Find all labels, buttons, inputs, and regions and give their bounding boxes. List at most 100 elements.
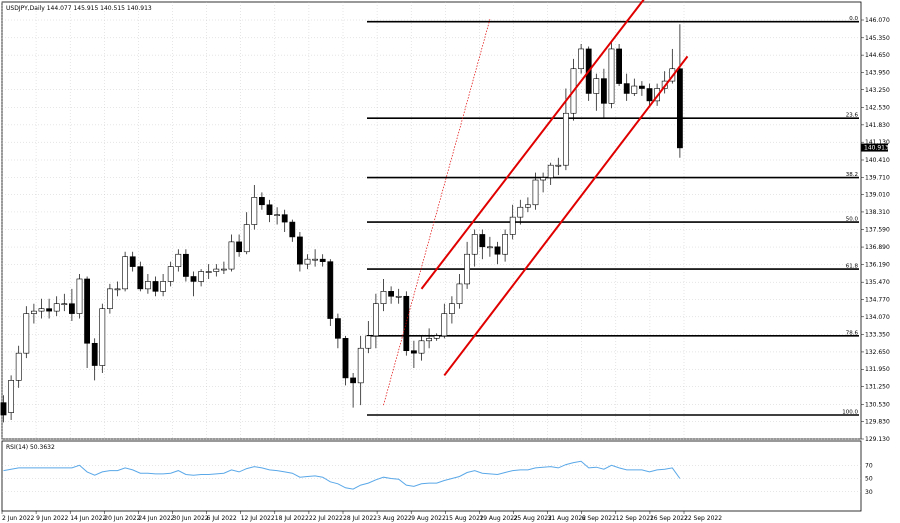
candle-up [517, 206, 524, 218]
candle-down [183, 253, 189, 277]
price-tick-label: 142.530 [865, 105, 890, 112]
candle-down [289, 221, 296, 238]
date-tick-label: 20 Jun 2022 [104, 515, 140, 522]
date-tick-label: 25 Aug 2022 [514, 515, 553, 522]
fibonacci-levels: 0.0 23.6 38.2 50.0 61.8 78.6 100.0 [367, 16, 859, 416]
candle-up [221, 268, 227, 271]
gridlines [1, 2, 861, 440]
current-price-box [861, 143, 888, 152]
price-axis: 146.070 145.350 144.650 143.950 143.250 142.5… [861, 17, 890, 443]
rsi-level-label: 30 [865, 489, 873, 496]
channel-line [420, 0, 645, 290]
rsi-line [3, 460, 681, 490]
candle-up [243, 224, 250, 253]
candle-up [555, 164, 562, 167]
date-tick-label: 2 Jun 2022 [2, 515, 34, 522]
candle-up [448, 303, 455, 314]
price-tick-label: 133.350 [865, 332, 890, 339]
date-tick-label: 12 Sep 2022 [616, 515, 654, 522]
candle-down [676, 68, 683, 149]
candle-up [205, 271, 212, 273]
candle-up [608, 48, 615, 104]
date-tick-label: 22 Sep 2022 [684, 515, 722, 522]
candle-up [99, 308, 106, 366]
rsi-indicator: 70 50 30 [2, 460, 873, 496]
date-tick-label: 16 Sep 2022 [650, 515, 688, 522]
candle-up [593, 78, 600, 94]
candle-down [638, 85, 645, 89]
price-tick-label: 129.830 [865, 419, 890, 426]
candle-down [0, 402, 7, 416]
candle-up [441, 313, 448, 337]
candle-up [38, 308, 45, 312]
candle-down [190, 276, 197, 282]
date-tick-label: 9 Jun 2022 [36, 515, 68, 522]
candle-up [509, 216, 516, 235]
candle-up [274, 214, 280, 216]
candle-up [426, 338, 432, 342]
date-tick-label: 28 Jul 2022 [343, 515, 377, 522]
candle-up [312, 258, 318, 261]
candle-up [30, 310, 37, 314]
candle-down [91, 342, 98, 366]
price-tick-label: 130.530 [865, 401, 890, 408]
candle-down [84, 278, 90, 344]
candle-up [395, 295, 402, 298]
candle-up [502, 234, 508, 255]
candle-down [600, 78, 607, 104]
candle-up [175, 253, 182, 267]
price-tick-label: 129.130 [865, 436, 890, 443]
chart-header: USDJPY,Daily 144.077 145.915 140.515 140… [6, 5, 152, 12]
candle-up [114, 288, 121, 291]
candle-up [486, 246, 493, 249]
price-tick-label: 141.830 [865, 122, 890, 129]
date-tick-label: 3 Aug 2022 [377, 515, 412, 522]
fib-level-label: 78.6 [846, 330, 859, 336]
candle-up [53, 303, 60, 312]
candle-up [524, 204, 531, 208]
candle-down [388, 291, 394, 297]
candle-up [122, 256, 128, 290]
candle-up [464, 253, 470, 285]
date-tick-label: 9 Aug 2022 [411, 515, 446, 522]
candle-down [46, 308, 52, 312]
candle-up [380, 291, 387, 305]
candle-up [631, 85, 638, 94]
price-tick-label: 145.350 [865, 35, 890, 42]
candle-down [327, 261, 334, 319]
candle-down [494, 246, 501, 255]
channel-line [443, 55, 689, 377]
candle-up [23, 313, 30, 354]
fib-level-label: 100.0 [842, 410, 858, 416]
date-tick-label: 19 Aug 2022 [479, 515, 518, 522]
candle-down [616, 48, 622, 84]
candle-up [167, 266, 174, 282]
price-tick-label: 139.710 [865, 174, 890, 181]
rsi-level-label: 70 [865, 462, 873, 469]
candle-down [342, 338, 349, 379]
price-tick-label: 136.890 [865, 244, 890, 251]
candle-up [365, 335, 372, 349]
price-tick-label: 137.590 [865, 227, 890, 234]
date-tick-label: 15 Aug 2022 [445, 515, 484, 522]
fib-level-label: 38.2 [846, 172, 858, 178]
candle-up [456, 283, 463, 305]
price-tick-label: 144.650 [865, 52, 890, 59]
candle-down [319, 258, 326, 262]
candle-up [357, 347, 364, 384]
candle-up [562, 112, 569, 166]
rsi-panel-frame [1, 440, 862, 512]
candle-up [532, 179, 539, 206]
candle-up [61, 303, 68, 306]
price-tick-label: 131.950 [865, 366, 890, 373]
candle-down [129, 256, 136, 267]
current-price-label: 140.913 [864, 145, 889, 152]
candle-up [213, 268, 220, 272]
date-tick-label: 6 Sep 2022 [582, 515, 616, 522]
candle-up [304, 258, 311, 265]
price-tick-label: 143.250 [865, 87, 890, 94]
price-tick-label: 132.650 [865, 349, 890, 356]
candle-down [646, 88, 653, 102]
candle-down [137, 266, 144, 290]
